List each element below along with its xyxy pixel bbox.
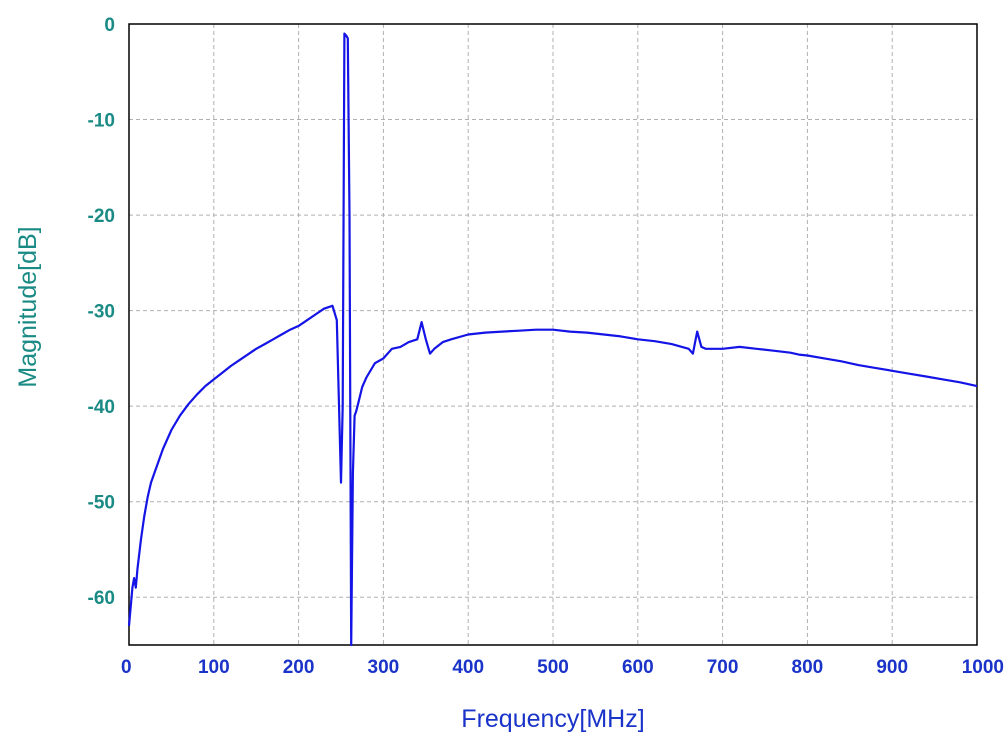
y-tick-label: -50	[88, 493, 115, 514]
x-tick-label: 200	[283, 657, 315, 678]
y-tick-label: -10	[88, 111, 115, 132]
x-tick-label: 400	[452, 657, 484, 678]
y-tick-label: -20	[88, 206, 115, 227]
x-axis-label: Frequency[MHz]	[461, 705, 644, 733]
x-tick-label: 300	[368, 657, 400, 678]
y-tick-label: 0	[104, 15, 115, 36]
x-tick-label: 100	[198, 657, 230, 678]
x-tick-label: 600	[622, 657, 654, 678]
y-tick-label: -30	[88, 302, 115, 323]
y-tick-label: -60	[88, 588, 115, 609]
x-tick-label: 0	[121, 657, 132, 678]
y-tick-labels: 0 -10 -20 -30 -40 -50 -60	[88, 15, 115, 609]
x-tick-label: 500	[537, 657, 569, 678]
x-tick-label: 900	[876, 657, 908, 678]
plot-frame	[128, 23, 978, 646]
x-tick-label: 1000	[962, 657, 1004, 678]
y-axis-label: Magnitude[dB]	[14, 226, 42, 387]
grid	[129, 24, 977, 645]
y-tick-label: -40	[88, 397, 115, 418]
x-tick-label: 800	[792, 657, 824, 678]
x-tick-labels: 0 100 200 300 400 500 600 700 800 900 1000	[121, 657, 1004, 678]
x-tick-label: 700	[707, 657, 739, 678]
series-layer	[127, 32, 978, 647]
series-line	[127, 32, 978, 647]
